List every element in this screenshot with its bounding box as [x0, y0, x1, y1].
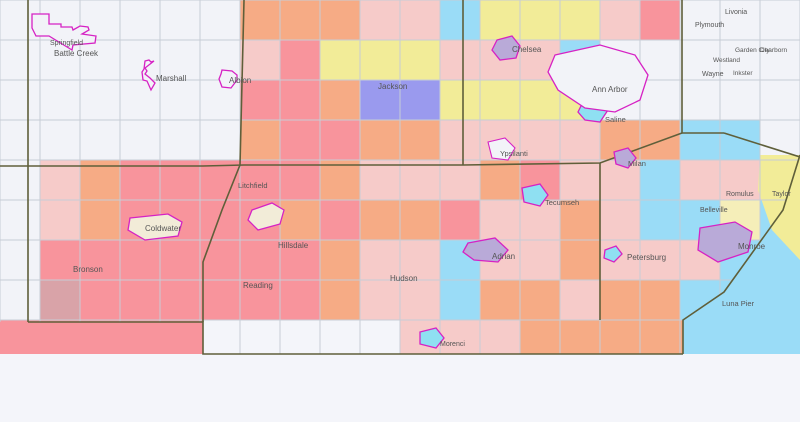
- svg-text:Tecumseh: Tecumseh: [545, 198, 579, 207]
- svg-text:Coldwater: Coldwater: [145, 224, 181, 233]
- svg-text:Dearborn: Dearborn: [760, 47, 787, 54]
- svg-text:Monroe: Monroe: [738, 242, 766, 251]
- svg-text:Petersburg: Petersburg: [627, 253, 666, 262]
- svg-text:Morenci: Morenci: [440, 341, 465, 348]
- svg-text:Hudson: Hudson: [390, 274, 418, 283]
- svg-text:Albion: Albion: [229, 76, 251, 85]
- svg-text:Luna Pier: Luna Pier: [722, 299, 755, 308]
- svg-text:Livonia: Livonia: [725, 9, 747, 16]
- svg-text:Springfield: Springfield: [50, 40, 83, 47]
- svg-text:Battle Creek: Battle Creek: [54, 49, 99, 58]
- svg-text:Chelsea: Chelsea: [512, 45, 542, 54]
- svg-text:Belleville: Belleville: [700, 207, 728, 214]
- svg-text:Saline: Saline: [605, 115, 626, 124]
- svg-text:Litchfield: Litchfield: [238, 181, 268, 190]
- svg-text:Ypsilanti: Ypsilanti: [500, 149, 528, 158]
- svg-text:Hillsdale: Hillsdale: [278, 241, 309, 250]
- svg-text:Reading: Reading: [243, 281, 273, 290]
- svg-text:Wayne: Wayne: [702, 71, 724, 78]
- svg-text:Westland: Westland: [713, 57, 740, 64]
- svg-text:Marshall: Marshall: [156, 74, 186, 83]
- svg-text:Bronson: Bronson: [73, 265, 103, 274]
- svg-text:Inkster: Inkster: [733, 70, 753, 77]
- svg-text:Jackson: Jackson: [378, 82, 407, 91]
- svg-text:Plymouth: Plymouth: [695, 22, 724, 29]
- svg-text:Taylor: Taylor: [772, 191, 791, 198]
- svg-text:Adrian: Adrian: [492, 252, 515, 261]
- svg-text:Milan: Milan: [628, 159, 646, 168]
- svg-text:Romulus: Romulus: [726, 191, 754, 198]
- svg-text:Ann Arbor: Ann Arbor: [592, 85, 628, 94]
